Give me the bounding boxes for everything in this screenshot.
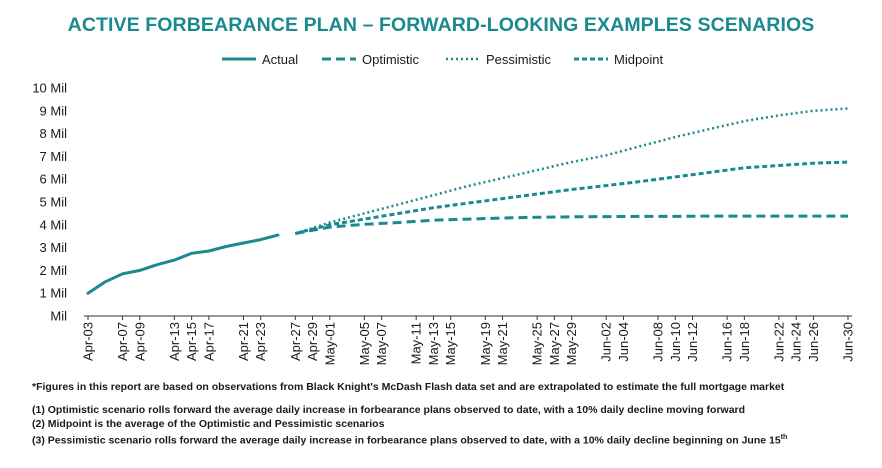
y-tick-label: Mil	[50, 309, 67, 324]
legend-label-pessimistic: Pessimistic	[486, 51, 552, 67]
x-tick-label: Apr-15	[184, 322, 199, 361]
x-axis-ticks: Apr-03 Apr-07 Apr-09 Apr-13 Apr-15 Apr-17 Apr-…	[81, 316, 856, 365]
x-tick-label: Apr-21	[236, 322, 251, 361]
legend-item-optimistic: Optimistic	[322, 48, 419, 70]
legend-item-actual: Actual	[222, 48, 298, 70]
y-tick-label: 8 Mil	[40, 126, 68, 141]
y-tick-label: 2 Mil	[40, 263, 68, 278]
x-tick-label: Jun-08	[651, 322, 666, 362]
x-tick-label: May-19	[478, 322, 493, 365]
y-tick-label: 7 Mil	[40, 149, 68, 164]
x-tick-label: May-15	[443, 322, 458, 365]
x-tick-label: Jun-30	[841, 322, 856, 362]
legend-swatch-pessimistic	[446, 57, 480, 61]
series-line-midpoint	[294, 160, 849, 235]
x-tick-label: Apr-29	[305, 322, 320, 361]
y-tick-label: 10 Mil	[32, 81, 67, 96]
footnotes: *Figures in this report are based on obs…	[32, 381, 872, 448]
footnote-3-superscript: th	[780, 434, 788, 441]
y-axis-ticks: Mil 1 Mil 2 Mil 3 Mil 4 Mil 5 Mil 6 Mil 7 Mil 8 …	[32, 81, 67, 324]
footnote-3-text: (3) Pessimistic scenario rolls forward t…	[32, 434, 781, 447]
x-tick-label: Jun-12	[685, 322, 700, 362]
y-tick-label: 5 Mil	[40, 195, 68, 210]
x-tick-label: Apr-03	[81, 322, 96, 361]
x-tick-label: May-25	[530, 322, 545, 365]
x-tick-label: May-07	[374, 322, 389, 365]
x-tick-label: Apr-17	[201, 322, 216, 361]
x-tick-label: Jun-22	[771, 322, 786, 362]
x-tick-label: Jun-04	[616, 322, 631, 362]
y-tick-label: 6 Mil	[40, 172, 68, 187]
legend-swatch-optimistic	[322, 57, 356, 61]
y-tick-label: 9 Mil	[40, 103, 68, 118]
series-line-optimistic	[295, 214, 848, 235]
x-tick-label: Apr-07	[115, 322, 130, 361]
series-line-actual	[86, 233, 280, 295]
footnote-source: *Figures in this report are based on obs…	[32, 381, 785, 393]
x-tick-label: Jun-24	[789, 322, 804, 362]
legend-label-midpoint: Midpoint	[614, 51, 664, 67]
legend: Actual Optimistic Pessimistic Midpoint	[0, 48, 882, 70]
legend-item-midpoint: Midpoint	[574, 48, 663, 70]
x-tick-label: Apr-13	[167, 322, 182, 361]
line-chart: Mil 1 Mil 2 Mil 3 Mil 4 Mil 5 Mil 6 Mil 7 Mil 8 …	[32, 81, 856, 366]
chart-title: ACTIVE FORBEARANCE PLAN – FORWARD-LOOKIN…	[67, 14, 815, 36]
x-tick-label: Apr-09	[132, 322, 147, 361]
x-tick-label: May-29	[564, 322, 579, 365]
x-tick-label: May-27	[547, 322, 562, 365]
legend-label-optimistic: Optimistic	[362, 51, 420, 67]
series-line-pessimistic	[294, 107, 849, 235]
x-tick-label: May-05	[357, 322, 372, 365]
x-tick-label: Jun-18	[737, 322, 752, 362]
x-tick-label: Apr-23	[253, 322, 268, 361]
footnote-3: (3) Pessimistic scenario rolls forward t…	[32, 431, 872, 448]
x-tick-label: May-11	[409, 322, 424, 364]
footnote-2: (2) Midpoint is the average of the Optim…	[32, 418, 385, 430]
x-tick-label: Apr-27	[288, 322, 303, 361]
x-tick-label: May-13	[426, 322, 441, 365]
legend-item-pessimistic: Pessimistic	[446, 48, 551, 70]
legend-swatch-actual	[222, 57, 256, 61]
legend-label-actual: Actual	[262, 51, 299, 67]
x-tick-label: May-21	[495, 322, 510, 365]
x-tick-label: May-01	[322, 322, 337, 365]
y-tick-label: 3 Mil	[40, 240, 68, 255]
x-tick-label: Jun-02	[599, 322, 614, 362]
legend-swatch-midpoint	[574, 57, 608, 61]
x-tick-label: Jun-10	[668, 322, 683, 362]
y-tick-label: 1 Mil	[40, 286, 68, 301]
footnote-1: (1) Optimistic scenario rolls forward th…	[32, 404, 746, 416]
x-tick-label: Jun-16	[720, 322, 735, 362]
x-tick-label: Jun-26	[806, 322, 821, 362]
y-tick-label: 4 Mil	[40, 217, 68, 232]
series-lines	[86, 107, 849, 295]
